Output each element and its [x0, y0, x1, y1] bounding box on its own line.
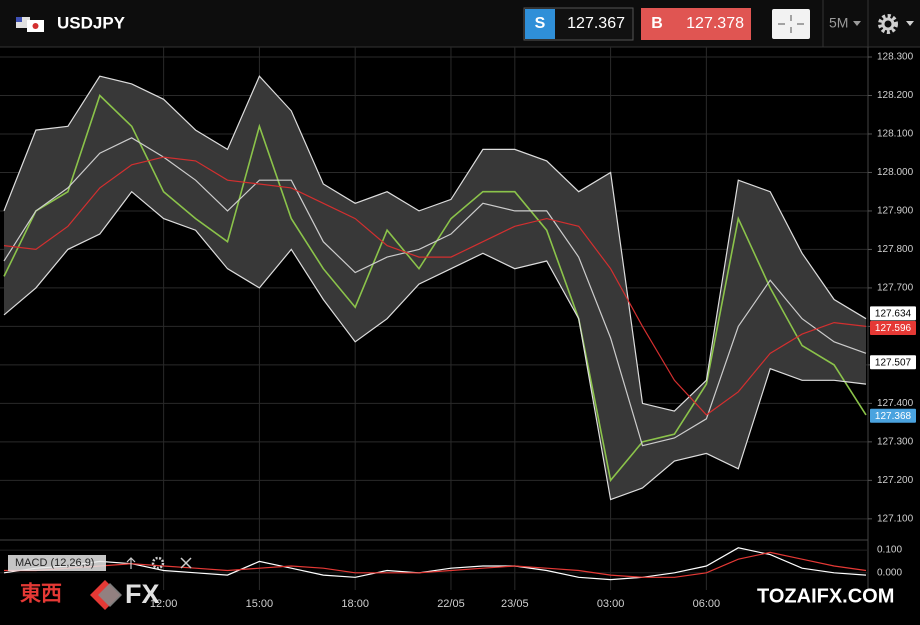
flag-jp-sun: [32, 23, 39, 29]
buy-box[interactable]: [641, 8, 751, 40]
gear-teeth: [878, 14, 898, 34]
timeframe-caret: [853, 21, 861, 26]
price-tag-label: 127.507: [875, 357, 912, 368]
macd-tick-label: 0.000: [877, 567, 902, 578]
x-tick-label: 23/05: [501, 598, 529, 610]
price-line: [3, 94, 867, 483]
price-tag-label: 127.368: [875, 411, 912, 422]
macd-settings-icon[interactable]: [151, 556, 165, 570]
y-tick-label: 127.300: [877, 437, 914, 448]
indicator-line: [3, 137, 867, 447]
y-tick-label: 128.100: [877, 129, 914, 140]
logo-left: 東西 FX: [20, 579, 160, 610]
gear-body: [881, 17, 895, 31]
macd-move-icon[interactable]: [126, 557, 136, 569]
sell-price[interactable]: 127.367: [567, 15, 625, 32]
logo-cjk: 東西: [20, 583, 62, 606]
header-bar: [0, 0, 920, 47]
y-tick-label: 128.200: [877, 90, 914, 101]
indicator-line: [3, 190, 867, 501]
grid: [0, 47, 868, 590]
x-tick-label: 22/05: [437, 598, 465, 610]
flag-icon: [16, 17, 44, 32]
timeframe[interactable]: 5M: [829, 15, 848, 31]
y-tick-label: 127.100: [877, 513, 914, 524]
band-fill: [4, 76, 866, 500]
settings-caret: [906, 21, 914, 26]
macd-header: MACD (12,26,9): [8, 555, 192, 571]
crosshair-box[interactable]: [772, 9, 810, 39]
y-tick-label: 128.300: [877, 52, 914, 63]
x-tick-label: 03:00: [597, 598, 625, 610]
logo-diamond-2: [98, 583, 122, 607]
buy-label[interactable]: B: [651, 15, 663, 32]
settings-button[interactable]: [878, 14, 914, 34]
sell-label[interactable]: S: [535, 15, 546, 32]
y-tick-label: 127.700: [877, 283, 914, 294]
y-tick-label: 127.800: [877, 244, 914, 255]
price-tag-label: 127.596: [875, 323, 912, 334]
price-tag: [870, 320, 916, 335]
buy-button[interactable]: B 127.378: [641, 8, 751, 40]
price-plot: [3, 75, 867, 501]
flag-us-canton: [16, 17, 22, 22]
price-tag: [870, 355, 916, 370]
flag-us: [16, 17, 30, 28]
x-tick-label: 15:00: [246, 598, 274, 610]
macd-tick-label: 0.100: [877, 545, 902, 556]
buy-price[interactable]: 127.378: [686, 15, 744, 32]
indicator-line: [3, 156, 867, 416]
logo-right: TOZAIFX.COM: [757, 585, 894, 607]
y-tick-label: 128.000: [877, 167, 914, 178]
y-tick-label: 127.400: [877, 398, 914, 409]
logo-fx: FX: [125, 579, 160, 609]
crosshair-button[interactable]: [772, 9, 810, 39]
macd-close-icon[interactable]: [180, 557, 192, 569]
price-tag-label: 127.634: [875, 308, 912, 319]
price-tag: [870, 408, 916, 423]
macd-title[interactable]: MACD (12,26,9): [15, 557, 94, 569]
macd-panel: 0.100 0.000: [0, 545, 902, 581]
x-tick-label: 18:00: [341, 598, 369, 610]
macd-line: [4, 551, 867, 578]
axis: 127.100127.200127.300127.400127.500127.6…: [150, 52, 916, 610]
sell-tag[interactable]: [525, 9, 555, 39]
y-tick-label: 127.900: [877, 206, 914, 217]
macd-line: [3, 547, 867, 581]
x-tick-label: 06:00: [693, 598, 721, 610]
y-tick-label: 127.200: [877, 475, 914, 486]
price-tag: [870, 306, 916, 321]
sell-button[interactable]: S 127.367: [523, 7, 634, 41]
symbol[interactable]: USDJPY: [57, 13, 126, 32]
macd-label-box[interactable]: [8, 555, 106, 571]
indicator-line: [3, 75, 867, 412]
crosshair-icon: [778, 15, 804, 33]
x-tick-label: 12:00: [150, 598, 178, 610]
